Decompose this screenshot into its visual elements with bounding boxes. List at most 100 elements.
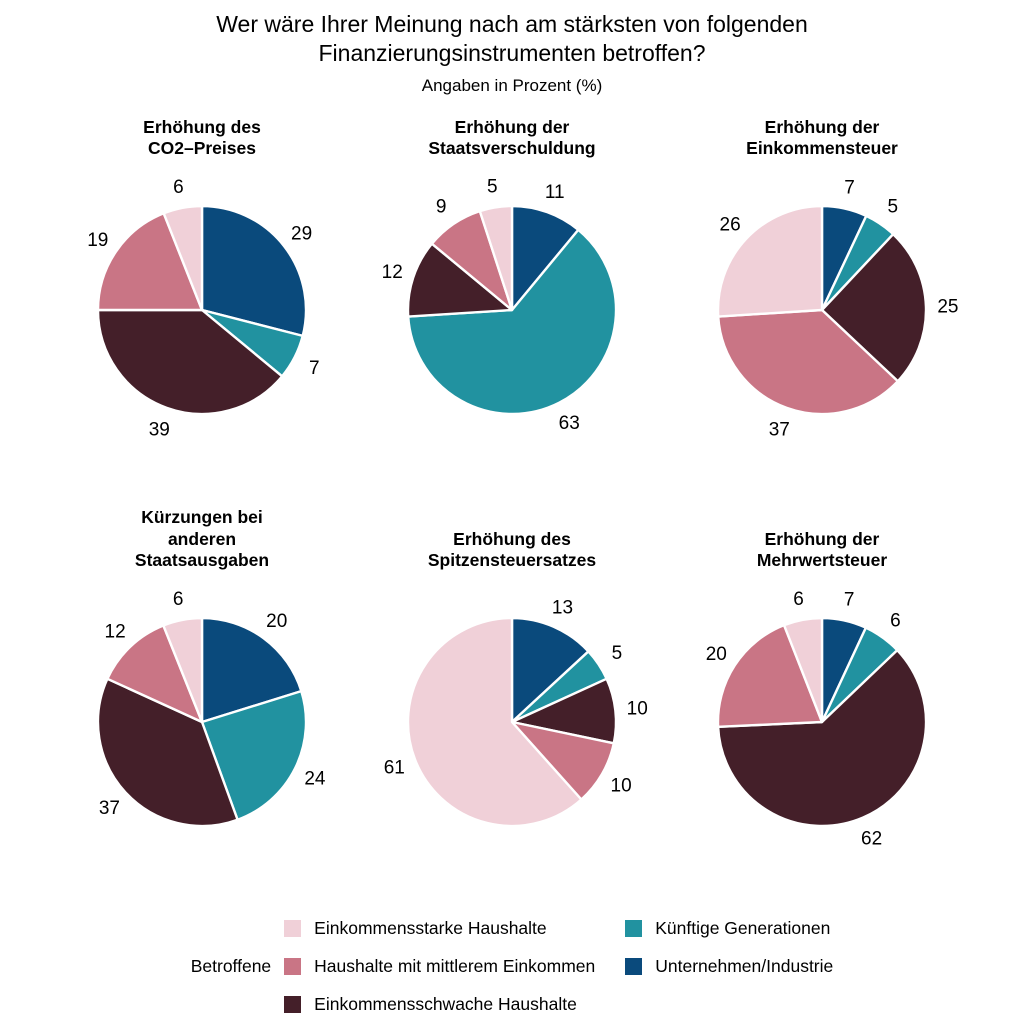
- pie-slice-einkommensstarke-haushalte: [162, 204, 204, 312]
- chart-title: Erhöhung der Mehrwertsteuer: [757, 492, 887, 572]
- chart-title-line: Kürzungen bei: [141, 506, 263, 527]
- pie-figure-co2-preis: Erhöhung des CO2–Preises 29 7 39 19 6: [47, 112, 357, 460]
- pie-slice-einkommensstarke-haushalte: [478, 204, 514, 312]
- slice-value-label-einkommensstarke-haushalte: 6: [173, 177, 184, 198]
- slice-value-label-kunftige-generationen: 24: [304, 769, 326, 790]
- pie-figure-mehrwertsteuer: Erhöhung der Mehrwertsteuer 7 6 62 20 6: [667, 476, 977, 872]
- chart-title-line: Staatsverschuldung: [428, 138, 596, 159]
- chart-grid-row-1: Erhöhung des CO2–Preises 29 7 39 19 6 Erhöhung…: [47, 112, 977, 460]
- legend-item-haushalte-mit-mittlerem-einkommen: Haushalte mit mittlerem Einkommen: [284, 948, 595, 986]
- slice-value-label-unternehmen-industrie: 11: [545, 182, 565, 203]
- pie-slice-einkommensstarke-haushalte: [162, 616, 204, 724]
- pie-slice-unternehmen-industrie: [200, 616, 303, 724]
- pie-slice-unternehmen-industrie: [200, 204, 308, 337]
- pie-slice-einkommensschwache-haushalte: [96, 308, 284, 416]
- slice-value-label-einkommensstarke-haushalte: 6: [173, 589, 184, 610]
- chart-title-line: Erhöhung des: [143, 116, 261, 137]
- legend-swatch-icon: [284, 958, 302, 976]
- pie-figure-staatsausgaben: Kürzungen bei anderen Staatsausgaben 20 24 37…: [47, 476, 357, 872]
- legend-item-label: Haushalte mit mittlerem Einkommen: [314, 956, 596, 977]
- chart-title-line: CO2–Preises: [147, 138, 256, 159]
- slice-value-label-haushalte-mit-mittlerem-einkommen: 20: [706, 644, 727, 665]
- pie-slice-haushalte-mit-mittlerem-einkommen: [106, 624, 204, 724]
- chart-title: Erhöhung des Spitzensteuersatzes: [428, 492, 596, 572]
- slice-value-label-einkommensschwache-haushalte: 25: [937, 297, 958, 318]
- slice-value-label-haushalte-mit-mittlerem-einkommen: 19: [87, 230, 108, 251]
- legend-swatch-icon: [625, 920, 643, 938]
- pie-slice-unternehmen-industrie: [510, 616, 590, 724]
- slice-value-label-einkommensschwache-haushalte: 39: [149, 419, 170, 440]
- legend-item-kuenftige-generationen: Künftige Generationen: [625, 910, 833, 948]
- slice-value-label-kunftige-generationen: 7: [309, 358, 320, 379]
- pie-slice-haushalte-mit-mittlerem-einkommen: [96, 211, 204, 312]
- chart-title-line: Erhöhung der: [764, 116, 880, 137]
- slice-value-label-haushalte-mit-mittlerem-einkommen: 37: [769, 419, 790, 440]
- pie-slice-haushalte-mit-mittlerem-einkommen: [717, 308, 900, 416]
- legend-column-1: Einkommensstarke Haushalte Haushalte mit…: [284, 910, 595, 1024]
- pie-slice-einkommensstarke-haushalte: [782, 616, 824, 724]
- slice-value-label-kunftige-generationen: 5: [612, 643, 623, 664]
- pie-chart: 7 6 62 20 6: [706, 589, 928, 849]
- pie-figure-einkommensteuer: Erhöhung der Einkommensteuer 7 5 25 37 26: [667, 112, 977, 460]
- pie-slice-einkommensschwache-haushalte: [716, 648, 928, 828]
- slice-value-label-haushalte-mit-mittlerem-einkommen: 12: [105, 621, 126, 642]
- slice-value-label-einkommensschwache-haushalte: 37: [99, 798, 120, 819]
- chart-title-line: Erhöhung der: [764, 528, 880, 549]
- page-title-line2: Finanzierungsinstrumenten betroffen?: [318, 40, 706, 67]
- legend-item-label: Einkommensschwache Haushalte: [314, 994, 577, 1015]
- pie-slice-kunftige-generationen: [407, 228, 618, 416]
- legend-column-2: Künftige Generationen Unternehmen/Indust…: [625, 910, 833, 986]
- pie-chart: 13 5 10 10 61: [384, 597, 648, 828]
- chart-title-line: Mehrwertsteuer: [756, 550, 888, 571]
- chart-grid-row-2: Kürzungen bei anderen Staatsausgaben 20 24 37…: [47, 476, 977, 872]
- pie-chart: 20 24 37 12 6: [96, 589, 326, 828]
- slice-value-label-unternehmen-industrie: 29: [291, 223, 312, 244]
- page-title: Wer wäre Ihrer Meinung nach am stärksten…: [0, 10, 1024, 69]
- legend-swatch-icon: [284, 920, 302, 938]
- slice-value-label-unternehmen-industrie: 7: [844, 590, 855, 611]
- slice-value-label-kunftige-generationen: 5: [888, 196, 899, 217]
- slice-value-label-haushalte-mit-mittlerem-einkommen: 10: [611, 776, 632, 797]
- chart-title-line: Einkommensteuer: [746, 138, 898, 159]
- pie-slice-kunftige-generationen: [200, 689, 308, 821]
- slice-value-label-kunftige-generationen: 6: [890, 610, 901, 631]
- legend-swatch-icon: [625, 958, 643, 976]
- pie-chart: 7 5 25 37 26: [716, 178, 958, 440]
- pie-slice-einkommensschwache-haushalte: [820, 232, 928, 383]
- chart-title: Erhöhung der Staatsverschuldung: [428, 112, 595, 160]
- pie-slice-einkommensschwache-haushalte: [96, 677, 239, 828]
- legend-item-label: Unternehmen/Industrie: [655, 956, 834, 977]
- pie-chart: 11 63 12 9 5: [382, 176, 618, 434]
- legend-title: Betroffene: [190, 956, 272, 977]
- slice-value-label-einkommensstarke-haushalte: 5: [487, 176, 498, 197]
- slice-value-label-haushalte-mit-mittlerem-einkommen: 9: [436, 196, 447, 217]
- pie-slice-einkommensstarke-haushalte: [406, 616, 583, 828]
- chart-title-line: Erhöhung des: [453, 528, 571, 549]
- chart-title-line: Staatsausgaben: [134, 550, 270, 571]
- slice-value-label-einkommensschwache-haushalte: 12: [382, 262, 403, 283]
- pie-slice-haushalte-mit-mittlerem-einkommen: [716, 623, 824, 728]
- legend-columns: Einkommensstarke Haushalte Haushalte mit…: [284, 910, 833, 1024]
- pie-chart: 29 7 39 19 6: [87, 177, 320, 440]
- chart-title: Erhöhung des CO2–Preises: [143, 112, 261, 160]
- slice-value-label-kunftige-generationen: 63: [559, 413, 580, 434]
- legend-item-label: Künftige Generationen: [655, 918, 831, 939]
- slice-value-label-unternehmen-industrie: 7: [844, 178, 855, 199]
- slice-value-label-einkommensstarke-haushalte: 6: [793, 589, 804, 610]
- slice-value-label-einkommensstarke-haushalte: 61: [384, 758, 405, 779]
- slice-value-label-einkommensschwache-haushalte: 10: [627, 699, 648, 720]
- legend-item-unternehmen-industrie: Unternehmen/Industrie: [625, 948, 833, 986]
- chart-title-line: anderen: [167, 528, 237, 549]
- legend-item-einkommensschwache-haushalte: Einkommensschwache Haushalte: [284, 986, 595, 1024]
- legend-swatch-icon: [284, 996, 302, 1014]
- legend-item-label: Einkommensstarke Haushalte: [314, 918, 547, 939]
- chart-title: Erhöhung der Einkommensteuer: [746, 112, 898, 160]
- slice-value-label-einkommensstarke-haushalte: 26: [720, 214, 741, 235]
- chart-title: Kürzungen bei anderen Staatsausgaben: [135, 492, 269, 572]
- chart-title-line: Erhöhung der: [454, 116, 570, 137]
- pie-figure-spitzensteuersatz: Erhöhung des Spitzensteuersatzes 13 5 10 10 61: [357, 476, 667, 872]
- slice-value-label-unternehmen-industrie: 20: [266, 611, 287, 632]
- pie-slice-unternehmen-industrie: [510, 204, 580, 312]
- page-title-line1: Wer wäre Ihrer Meinung nach am stärksten…: [216, 11, 808, 37]
